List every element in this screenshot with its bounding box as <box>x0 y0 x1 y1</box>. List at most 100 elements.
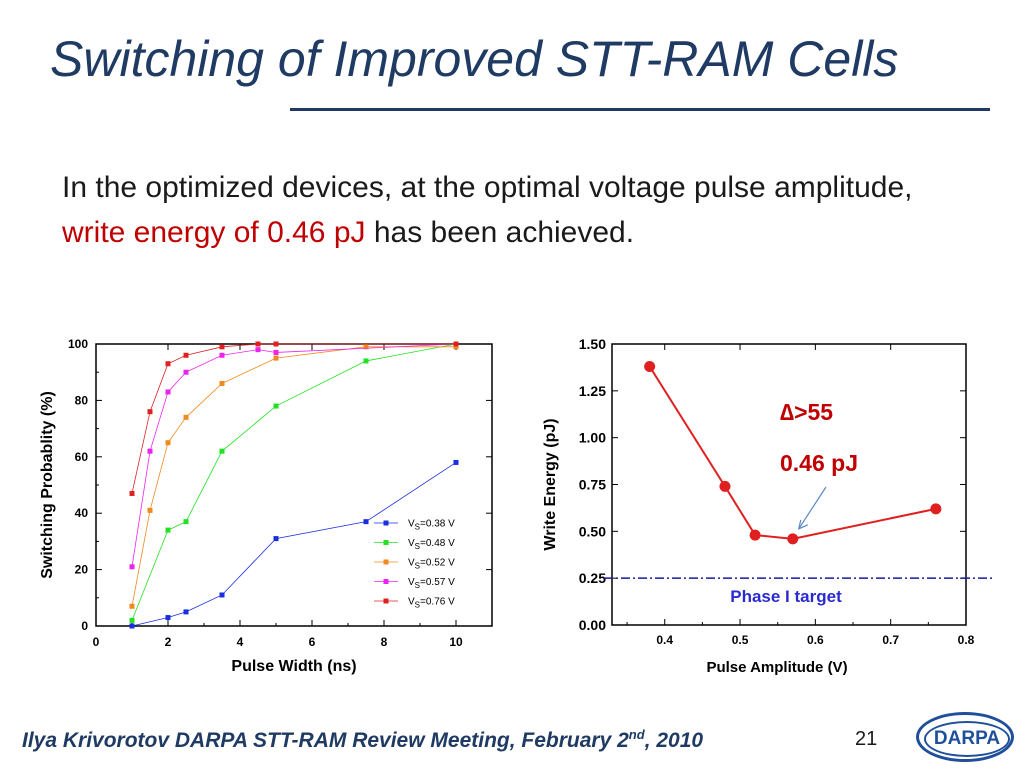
data-point-series-1 <box>219 448 225 454</box>
legend-marker-1 <box>383 540 389 545</box>
y-tick-label: 0.75 <box>579 477 606 493</box>
slide-title: Switching of Improved STT-RAM Cells <box>50 31 899 87</box>
x-tick-label: 10 <box>449 635 463 649</box>
slide-body-text: In the optimized devices, at the optimal… <box>62 165 982 255</box>
legend-label-4: VS=0.76 V <box>408 597 455 610</box>
x-tick-label: 0.4 <box>656 633 673 647</box>
data-point-series-3 <box>147 448 153 454</box>
x-axis-label: Pulse Width (ns) <box>231 658 356 675</box>
data-point <box>787 533 799 545</box>
data-point <box>644 360 656 372</box>
data-point-series-2 <box>273 355 279 361</box>
data-point <box>930 503 942 515</box>
y-tick-label: 80 <box>75 393 89 407</box>
data-point-series-3 <box>183 369 189 375</box>
data-point-series-2 <box>165 440 171 446</box>
y-tick-label: 1.25 <box>579 383 606 399</box>
data-point-series-3 <box>255 347 261 353</box>
data-point-series-2 <box>183 414 189 420</box>
legend-label-1: VS=0.48 V <box>408 538 455 551</box>
data-point-series-0 <box>165 615 171 621</box>
y-tick-label: 0.00 <box>579 617 606 633</box>
data-point-series-0 <box>273 536 279 542</box>
data-point-series-1 <box>273 403 279 409</box>
body-text-highlight: write energy of 0.46 pJ <box>62 216 366 249</box>
data-point-series-4 <box>129 490 135 496</box>
data-point-series-1 <box>165 527 171 533</box>
page-number: 21 <box>855 728 878 750</box>
y-tick-label: 1.50 <box>579 336 606 352</box>
y-tick-label: 20 <box>75 563 89 577</box>
darpa-logo-text: DARPA <box>933 728 1001 749</box>
footer-end: , 2010 <box>644 729 704 752</box>
data-point-series-2 <box>219 380 225 386</box>
data-point-series-4 <box>147 409 153 415</box>
y-tick-label: 1.00 <box>579 430 606 446</box>
data-point-series-0 <box>453 459 459 465</box>
series-line-4 <box>131 343 456 494</box>
data-point-series-4 <box>453 341 459 347</box>
annotation-arrow-head <box>797 519 809 530</box>
x-tick-label: 0.8 <box>958 633 975 647</box>
x-tick-label: 6 <box>309 635 316 649</box>
x-tick-label: 2 <box>165 635 172 649</box>
x-tick-label: 0.7 <box>882 633 899 647</box>
data-point-series-3 <box>129 564 135 570</box>
data-point-series-4 <box>255 341 261 347</box>
data-point-series-2 <box>363 344 369 350</box>
x-tick-label: 8 <box>381 635 388 649</box>
data-point <box>719 480 731 492</box>
body-text-part1: In the optimized devices, at the optimal… <box>62 171 913 204</box>
data-point <box>749 529 761 541</box>
x-tick-label: 4 <box>237 635 244 649</box>
body-text-part2: has been achieved. <box>365 216 635 249</box>
energy-annotation: 0.46 pJ <box>780 450 858 476</box>
data-point-series-3 <box>219 352 225 358</box>
y-axis-label: Switching Probablity (%) <box>39 391 56 579</box>
legend-marker-2 <box>383 559 389 565</box>
data-point-series-4 <box>219 344 225 350</box>
data-point-series-1 <box>183 519 189 525</box>
legend-marker-4 <box>383 598 389 604</box>
footer-superscript: nd <box>628 727 645 742</box>
legend-label-0: VS=0.38 V <box>408 519 455 532</box>
data-point-series-4 <box>183 352 189 358</box>
data-point-series-4 <box>165 361 171 367</box>
darpa-logo: DARPA <box>916 712 1014 762</box>
title-underline <box>290 108 990 111</box>
x-tick-label: 0.5 <box>732 633 749 647</box>
data-point-series-2 <box>453 344 459 350</box>
x-tick-label: 0.6 <box>807 633 824 647</box>
legend-marker-3 <box>383 579 389 584</box>
data-point-series-0 <box>129 623 135 629</box>
plot-frame <box>611 343 967 626</box>
series-line-3 <box>131 343 457 567</box>
data-point-series-2 <box>129 603 135 609</box>
data-point-series-1 <box>363 358 369 364</box>
y-tick-label: 100 <box>68 337 88 351</box>
footer-text: Ilya Krivorotov DARPA STT-RAM Review Mee… <box>22 727 703 753</box>
data-point-series-2 <box>147 507 153 513</box>
annotation-arrow-shaft <box>798 486 827 530</box>
data-point-series-0 <box>183 609 189 615</box>
y-axis-label: Write Energy (pJ) <box>542 418 559 550</box>
legend-label-3: VS=0.57 V <box>408 577 455 590</box>
y-tick-label: 40 <box>75 506 89 520</box>
y-tick-label: 60 <box>75 450 89 464</box>
phase-target-label: Phase I target <box>730 587 842 606</box>
y-tick-label: 0.25 <box>579 570 606 586</box>
data-point-series-3 <box>273 349 279 355</box>
data-point-series-0 <box>219 592 225 598</box>
footer-main: Ilya Krivorotov DARPA STT-RAM Review Mee… <box>22 729 629 752</box>
data-point-series-4 <box>273 341 279 347</box>
y-tick-label: 0 <box>81 619 88 633</box>
y-tick-label: 0.50 <box>579 523 606 539</box>
legend-label-2: VS=0.52 V <box>408 558 455 571</box>
delta-annotation: ∆>55 <box>780 399 833 425</box>
data-point-series-3 <box>165 389 171 395</box>
data-point-series-0 <box>363 519 369 525</box>
x-axis-label: Pulse Amplitude (V) <box>706 659 847 676</box>
x-tick-label: 0 <box>93 635 100 649</box>
